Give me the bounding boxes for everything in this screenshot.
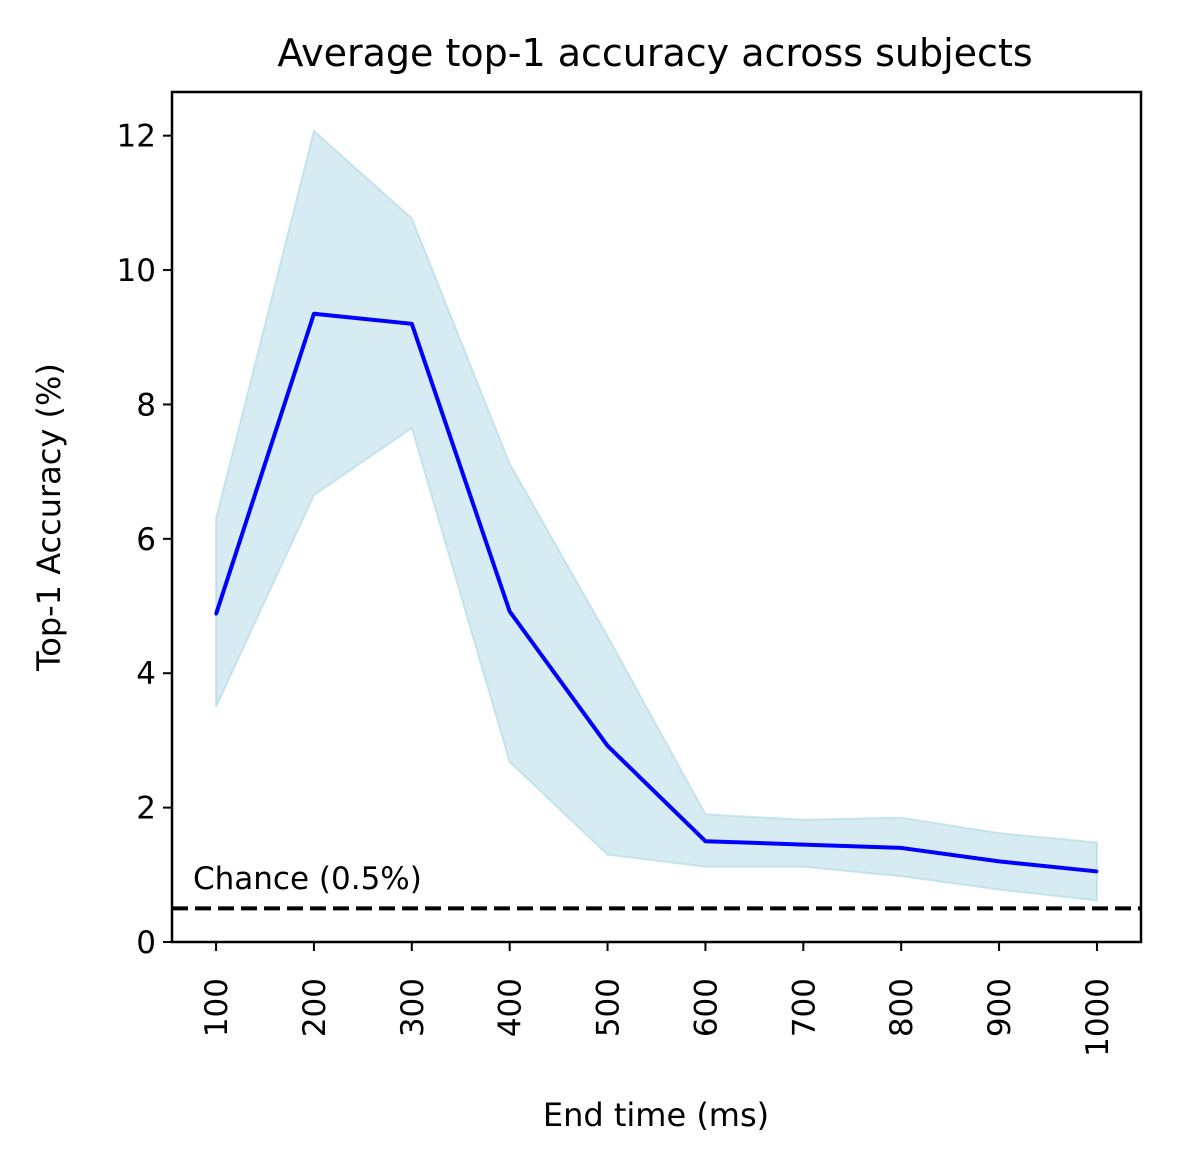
x-tick-label-4: 500	[591, 978, 627, 1037]
data-point-0-8	[997, 859, 1001, 863]
confidence-band-layer	[215, 129, 1098, 902]
x-tick-label-7: 800	[884, 978, 920, 1037]
y-tick-label-0: 0	[136, 925, 156, 961]
data-point-0-3	[508, 609, 512, 613]
y-tick-label-4: 8	[136, 387, 156, 423]
x-tick-label-8: 900	[982, 978, 1018, 1037]
data-point-0-9	[1095, 869, 1099, 873]
data-point-0-1	[312, 312, 316, 316]
y-axis-title: Top-1 Accuracy (%)	[30, 363, 68, 672]
x-tick-label-1: 200	[297, 978, 333, 1037]
confidence-band-0	[215, 129, 1098, 902]
y-tick-label-5: 10	[117, 253, 156, 289]
series-line-0	[214, 311, 1098, 874]
data-point-0-0	[214, 612, 218, 616]
data-point-0-7	[899, 846, 903, 850]
y-tick-label-3: 6	[136, 522, 156, 558]
data-point-0-4	[606, 744, 610, 748]
y-tick-label-6: 12	[117, 119, 156, 155]
axes	[170, 90, 1143, 944]
y-tick-label-1: 2	[136, 791, 156, 827]
x-tick-label-0: 100	[199, 978, 235, 1037]
chance-annotation: Chance (0.5%)	[193, 861, 422, 897]
data-point-0-2	[410, 322, 414, 326]
data-point-0-5	[703, 839, 707, 843]
plot-frame	[170, 90, 1143, 944]
x-tick-label-3: 400	[493, 978, 529, 1037]
x-tick-label-6: 700	[786, 978, 822, 1037]
y-tick-label-2: 4	[136, 656, 156, 692]
y-axis-ticks: 0 2 4 6 8 10 12	[117, 119, 172, 961]
chart-title: Average top-1 accuracy across subjects	[277, 31, 1032, 75]
x-axis-title: End time (ms)	[543, 1096, 769, 1134]
x-axis-ticks: 100 200 300 400 500 600 700 800 900 1000	[199, 942, 1116, 1057]
x-tick-label-2: 300	[395, 978, 431, 1037]
series-line-layer	[214, 311, 1099, 874]
x-tick-label-5: 600	[688, 978, 724, 1037]
data-point-0-6	[801, 843, 805, 847]
x-tick-label-9: 1000	[1080, 978, 1116, 1057]
